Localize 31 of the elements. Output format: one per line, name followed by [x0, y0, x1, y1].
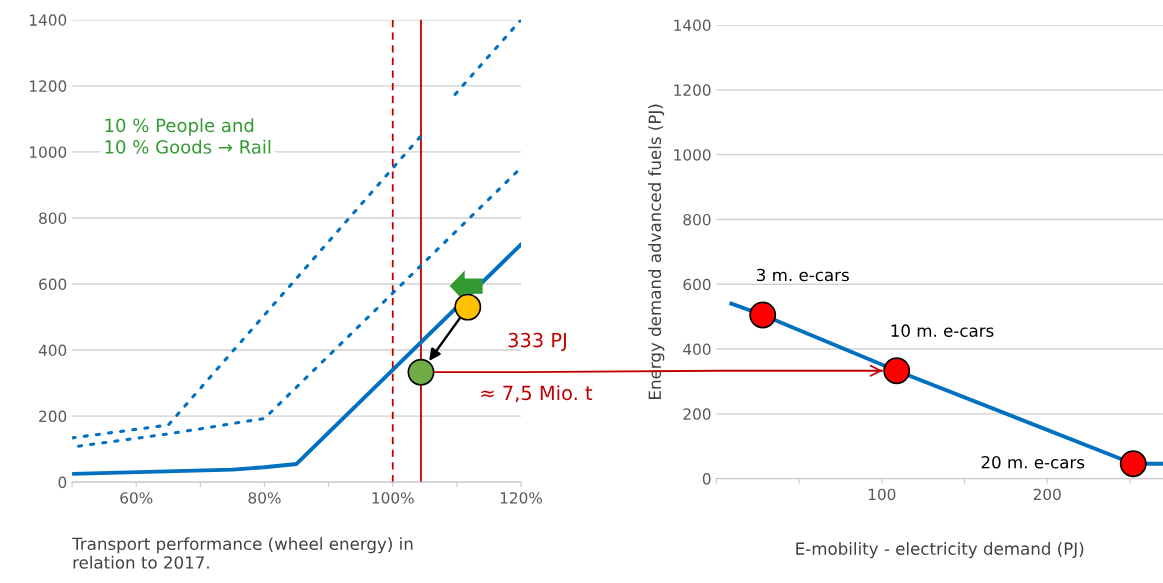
annotation: 10 m. e-cars: [891, 324, 994, 337]
y-tick-label: 1400: [674, 19, 711, 32]
annotation: ≈ 7,5 Mio. t: [481, 385, 593, 403]
y-tick-label: 0: [702, 473, 711, 485]
y-tick-label: 800: [39, 212, 67, 224]
x-axis-title: E-mobility - electricity demand (PJ): [796, 542, 1084, 559]
x-tick-label: 80%: [248, 492, 281, 504]
x-tick-label: 200: [1033, 488, 1061, 501]
y-tick-label: 400: [683, 343, 711, 356]
x-tick-label: 100: [868, 488, 896, 501]
y-tick-label: 1000: [30, 146, 67, 158]
y-tick-label: 200: [39, 410, 67, 423]
y-tick-label: 1000: [674, 149, 711, 161]
y-axis-title: Energy demand advanced fuels (PJ): [648, 104, 665, 399]
annotation: 3 m. e-cars: [757, 268, 849, 282]
y-tick-label: 0: [58, 476, 67, 489]
y-tick-label: 600: [683, 278, 711, 291]
annotation: 20 m. e-cars: [981, 455, 1085, 469]
x-axis-title: Transport performance (wheel energy) in relation to 2017.: [72, 537, 413, 569]
annotation: 10 % People and 10 % Goods → Rail: [105, 118, 271, 154]
x-tick-label: 100%: [372, 492, 414, 504]
y-tick-label: 800: [683, 213, 711, 226]
annotation: 333 PJ: [508, 332, 566, 352]
y-tick-label: 1200: [30, 80, 67, 92]
y-tick-label: 1200: [674, 84, 711, 96]
y-tick-label: 600: [39, 278, 67, 291]
x-tick-label: 60%: [120, 492, 153, 504]
x-tick-label: 120%: [500, 492, 543, 504]
y-tick-label: 200: [683, 408, 711, 420]
y-tick-label: 1400: [30, 14, 67, 26]
y-tick-label: 400: [38, 344, 67, 357]
